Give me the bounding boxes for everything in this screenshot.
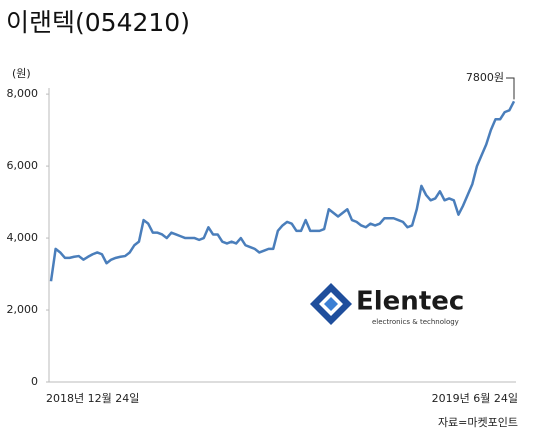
annotation-leader xyxy=(506,77,515,100)
y-tick-label: 4,000 xyxy=(7,231,39,244)
x-tick-label: 2019년 6월 24일 xyxy=(432,391,518,405)
source: 자료=마켓포인트 xyxy=(438,416,518,429)
y-tick-label: 0 xyxy=(31,375,38,388)
annotation: 7800원 xyxy=(466,71,504,84)
logo-name: Elentec xyxy=(356,287,464,317)
y-tick-label: 8,000 xyxy=(7,87,39,100)
y-tick-label: 6,000 xyxy=(7,159,39,172)
line xyxy=(49,100,516,282)
y-unit: (원) xyxy=(12,67,31,80)
y-tick-label: 2,000 xyxy=(7,303,39,316)
logo: Elentec electronics & technology xyxy=(310,283,464,326)
x-tick-label: 2018년 12월 24일 xyxy=(46,391,139,405)
logo-icon xyxy=(324,297,338,311)
chart-title: 이랜텍(054210) xyxy=(6,8,190,37)
logo-tagline: electronics & technology xyxy=(372,318,459,326)
